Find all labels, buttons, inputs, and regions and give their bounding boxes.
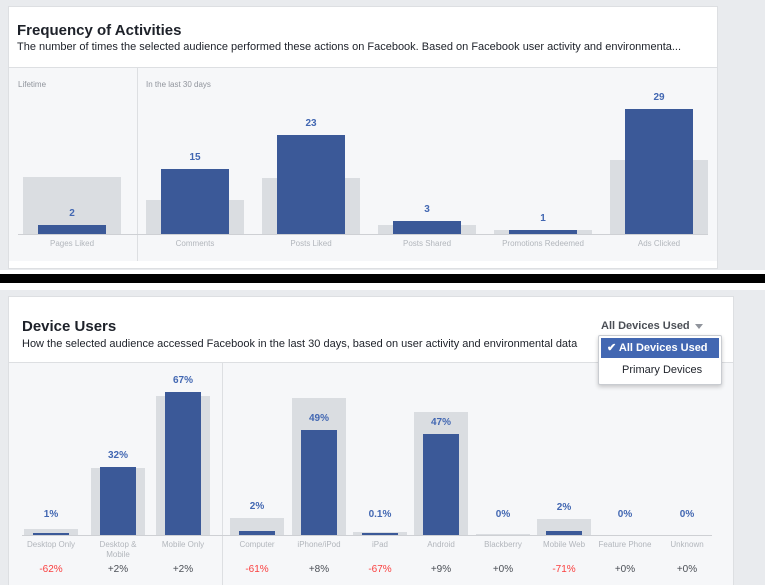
bar-pages-liked [38,225,106,234]
category-label-comments: Comments [175,239,215,248]
category-label-desktop-mobile: Desktop & Mobile [99,540,137,559]
bar-mobile-web [546,531,582,535]
value-label-ads-clicked: 29 [653,92,665,103]
value-label-feature-phone: 0% [617,509,633,520]
value-label-android: 47% [430,417,451,428]
last30-label: In the last 30 days [146,80,211,89]
value-label-blackberry: 0% [495,509,511,520]
bar-desktop-mobile [100,467,136,535]
bar-iphone-ipod [301,430,337,535]
device-users-title: Device Users [22,318,117,335]
category-label-promotions-redeemed: Promotions Redeemed [502,239,584,248]
value-label-posts-shared: 3 [424,204,430,215]
value-label-computer: 2% [249,501,265,512]
frequency-baseline [18,234,708,235]
lifetime-label: Lifetime [18,80,47,89]
device-section-divider [222,363,223,585]
value-label-pages-liked: 2 [69,208,75,219]
bar-desktop-only [33,533,69,535]
frequency-header-divider [9,67,717,68]
delta-label-android: +9% [430,564,452,575]
value-label-mobile-only: 67% [172,375,193,386]
delta-label-mobile-only: +2% [172,564,194,575]
delta-label-unknown: +0% [676,564,698,575]
menu-item-label: All Devices Used [618,342,708,354]
bar-ads-clicked [625,109,693,234]
bar-android [423,434,459,535]
value-label-iphone-ipod: 49% [308,413,329,424]
delta-label-feature-phone: +0% [614,564,636,575]
bar-mobile-only [165,392,201,535]
device-baseline [22,535,712,536]
bar-ipad [362,533,398,535]
devices-dropdown-label: All Devices Used [601,320,690,332]
screenshot-divider [0,274,765,283]
bar-computer [239,531,275,535]
category-label-unknown: Unknown [670,540,704,549]
bar-posts-shared [393,221,461,234]
menu-item-label: Primary Devices [622,364,703,376]
delta-label-iphone-ipod: +8% [308,564,330,575]
category-label-desktop-only: Desktop Only [26,540,76,549]
devices-dropdown-button[interactable]: All Devices Used [601,320,703,332]
category-label-computer: Computer [239,540,275,549]
delta-label-desktop-only: -62% [39,564,63,575]
value-label-mobile-web: 2% [556,502,572,513]
category-label-ads-clicked: Ads Clicked [637,239,681,248]
category-label-blackberry: Blackberry [484,540,522,549]
comparison-bar-desktop-only [24,529,78,535]
category-label-posts-shared: Posts Shared [402,239,452,248]
bar-posts-liked [277,135,345,234]
bar-promotions-redeemed [509,230,577,234]
delta-label-blackberry: +0% [492,564,514,575]
value-label-desktop-mobile: 32% [107,450,128,461]
frequency-title: Frequency of Activities [17,22,182,39]
value-label-promotions-redeemed: 1 [540,213,546,224]
delta-label-ipad: -67% [368,564,392,575]
value-label-desktop-only: 1% [43,509,59,520]
device-users-subtitle: How the selected audience accessed Faceb… [22,338,578,350]
category-label-posts-liked: Posts Liked [290,239,332,248]
category-label-android: Android [427,540,455,549]
category-label-feature-phone: Feature Phone [598,540,652,549]
category-label-iphone-ipod: iPhone/iPod [297,540,341,549]
frequency-subtitle: The number of times the selected audienc… [17,41,682,53]
comparison-bar-pages-liked [23,177,121,234]
delta-label-desktop-mobile: +2% [107,564,129,575]
value-label-posts-liked: 23 [305,118,317,129]
devices-dropdown-menu: ✔ All Devices Used Primary Devices [598,335,722,385]
menu-item-all-devices-used[interactable]: ✔ All Devices Used [601,338,719,358]
frequency-chart-area [9,68,717,261]
chevron-down-icon [694,323,703,329]
comparison-bar-blackberry [476,534,530,535]
value-label-ipad: 0.1% [368,509,392,520]
menu-item-primary-devices[interactable]: Primary Devices [601,360,719,380]
value-label-comments: 15 [189,152,201,163]
value-label-unknown: 0% [679,509,695,520]
category-label-mobile-web: Mobile Web [542,540,586,549]
category-label-pages-liked: Pages Liked [49,239,95,248]
check-icon: ✔ [607,342,617,354]
delta-label-mobile-web: -71% [552,564,576,575]
frequency-section-divider [137,68,138,261]
device-header-divider [9,362,733,363]
delta-label-computer: -61% [245,564,269,575]
bar-comments [161,169,229,234]
category-label-ipad: iPad [371,540,388,549]
category-label-mobile-only: Mobile Only [161,540,205,549]
comparison-bar-computer [230,518,284,535]
